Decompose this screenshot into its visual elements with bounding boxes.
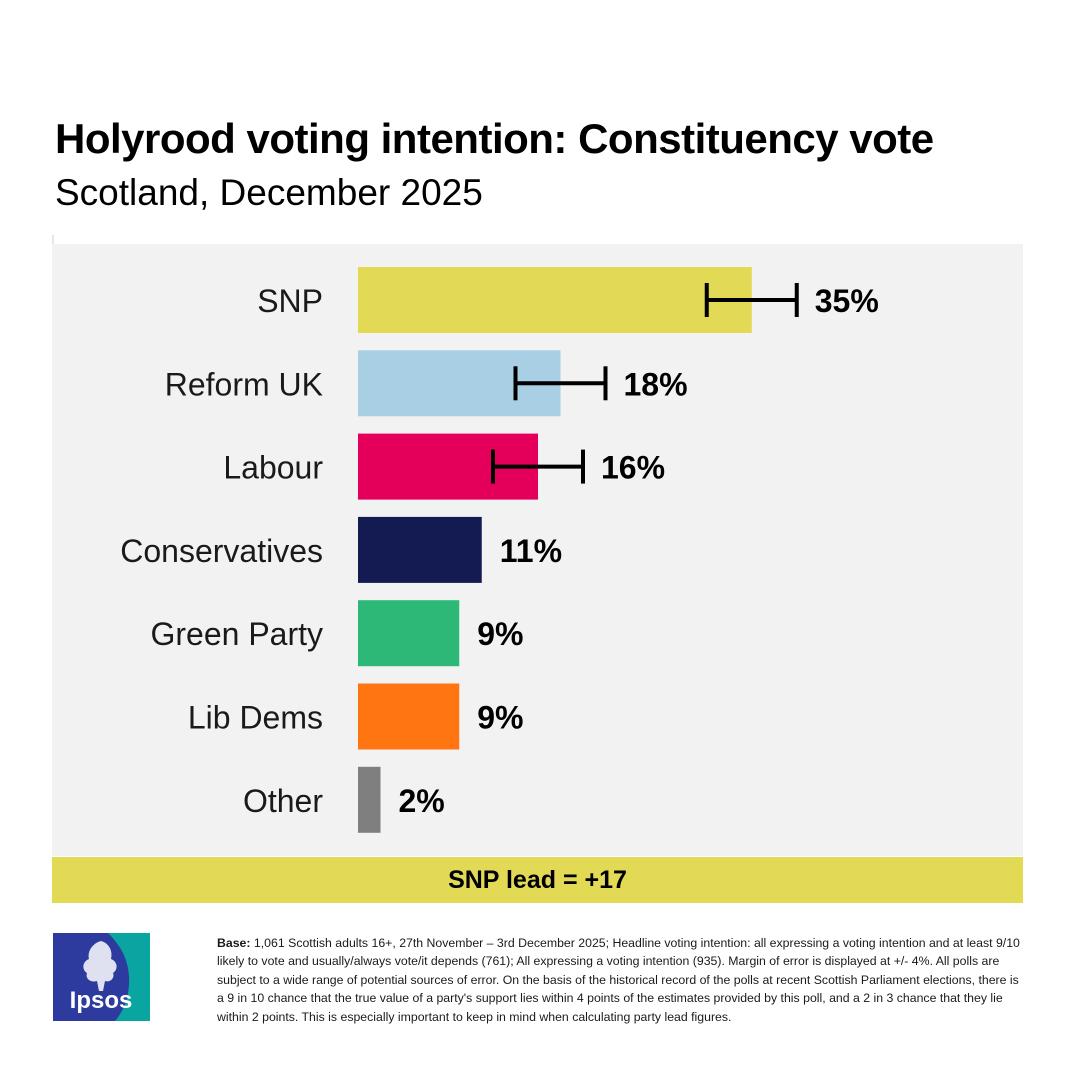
bar <box>358 516 482 583</box>
value-label: 18% <box>624 366 688 402</box>
bar <box>358 600 460 667</box>
ipsos-logo: Ipsos <box>53 933 150 1021</box>
value-label: 9% <box>477 616 523 652</box>
bar <box>358 267 752 333</box>
category-label: Green Party <box>150 616 323 652</box>
value-label: 9% <box>477 700 523 736</box>
category-label: Reform UK <box>165 366 323 402</box>
category-label: Labour <box>223 450 323 486</box>
category-label: Lib Dems <box>188 700 323 736</box>
value-label: 2% <box>399 783 445 819</box>
category-label: Conservatives <box>120 533 323 569</box>
value-label: 11% <box>500 533 562 569</box>
lead-text: SNP lead = +17 <box>448 865 627 894</box>
chart-panel: SNP 35% Reform UK 18% Labour 16% Conservatives… <box>52 235 1023 856</box>
bar-chart: SNP 35% Reform UK 18% Labour 16% Conservatives… <box>120 267 879 833</box>
footnote: Base: 1,061 Scottish adults 16+, 27th No… <box>217 934 1025 1026</box>
chart-title: Holyrood voting intention: Constituency … <box>55 115 934 162</box>
footnote-text: 1,061 Scottish adults 16+, 27th November… <box>217 936 1020 1024</box>
category-label: Other <box>243 783 323 819</box>
footnote-label: Base: <box>217 936 251 950</box>
logo-wordmark: Ipsos <box>70 987 133 1014</box>
value-label: 35% <box>815 283 879 319</box>
category-label: SNP <box>257 283 323 319</box>
bar <box>358 683 460 750</box>
bar <box>358 766 381 833</box>
lead-banner: SNP lead = +17 <box>52 857 1023 903</box>
chart-subtitle: Scotland, December 2025 <box>55 172 483 213</box>
value-label: 16% <box>601 450 665 486</box>
